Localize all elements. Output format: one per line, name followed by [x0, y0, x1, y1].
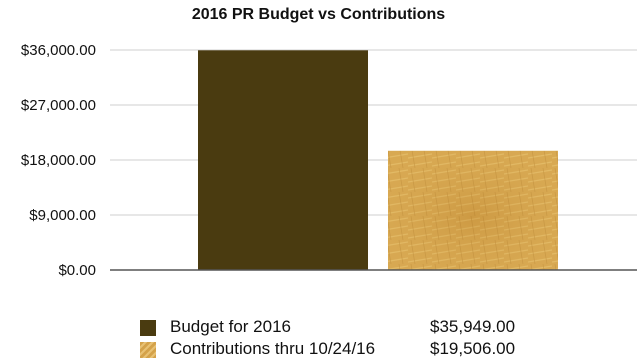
legend-swatch-budget	[140, 320, 156, 336]
legend: Budget for 2016 $35,949.00 Contributions…	[140, 316, 620, 360]
legend-value-contributions: $19,506.00	[430, 339, 516, 358]
y-tick-label: $9,000.00	[29, 207, 96, 224]
y-tick-label: $27,000.00	[21, 97, 96, 114]
legend-value-budget: $35,949.00	[430, 317, 516, 336]
legend-item-budget: Budget for 2016 $35,949.00	[140, 316, 620, 338]
chart-title: 2016 PR Budget vs Contributions	[191, 6, 446, 23]
bar-contributions-shading	[388, 150, 558, 270]
y-tick-label: $36,000.00	[21, 42, 96, 59]
bar-chart: $0.00 $9,000.00 $18,000.00 $27,000.00 $36,00…	[21, 42, 637, 279]
legend-item-contributions: Contributions thru 10/24/16 $19,506.00	[140, 338, 620, 360]
y-tick-label: $18,000.00	[21, 152, 96, 169]
legend-swatch-contributions	[140, 342, 156, 358]
y-tick-label: $0.00	[58, 262, 96, 279]
legend-label-contributions: Contributions thru 10/24/16	[170, 339, 376, 358]
bar-budget	[198, 50, 368, 270]
legend-label-budget: Budget for 2016	[170, 317, 291, 336]
